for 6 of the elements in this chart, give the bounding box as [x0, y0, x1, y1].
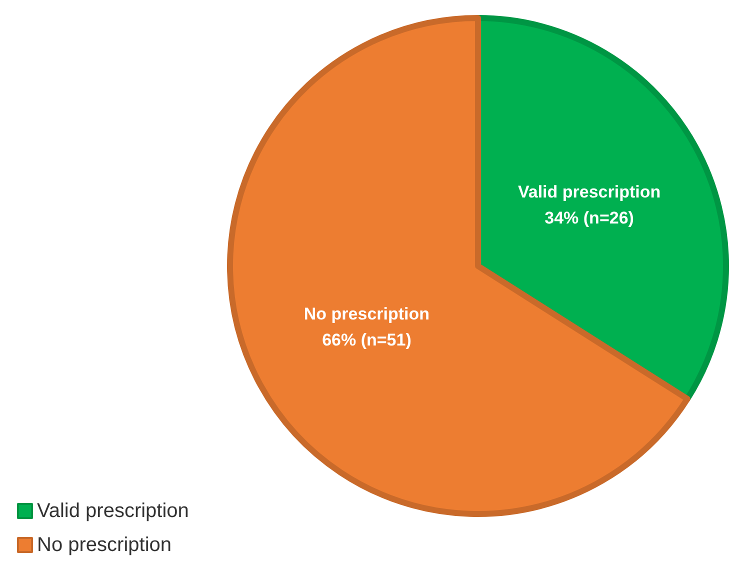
legend-label: Valid prescription — [37, 500, 189, 522]
slice-label: Valid prescription — [518, 182, 661, 202]
slice-label: No prescription — [304, 304, 430, 324]
data-label: 34% (n=26) — [544, 208, 634, 228]
data-label: 66% (n=51) — [322, 330, 412, 350]
legend-label: No prescription — [37, 534, 172, 556]
